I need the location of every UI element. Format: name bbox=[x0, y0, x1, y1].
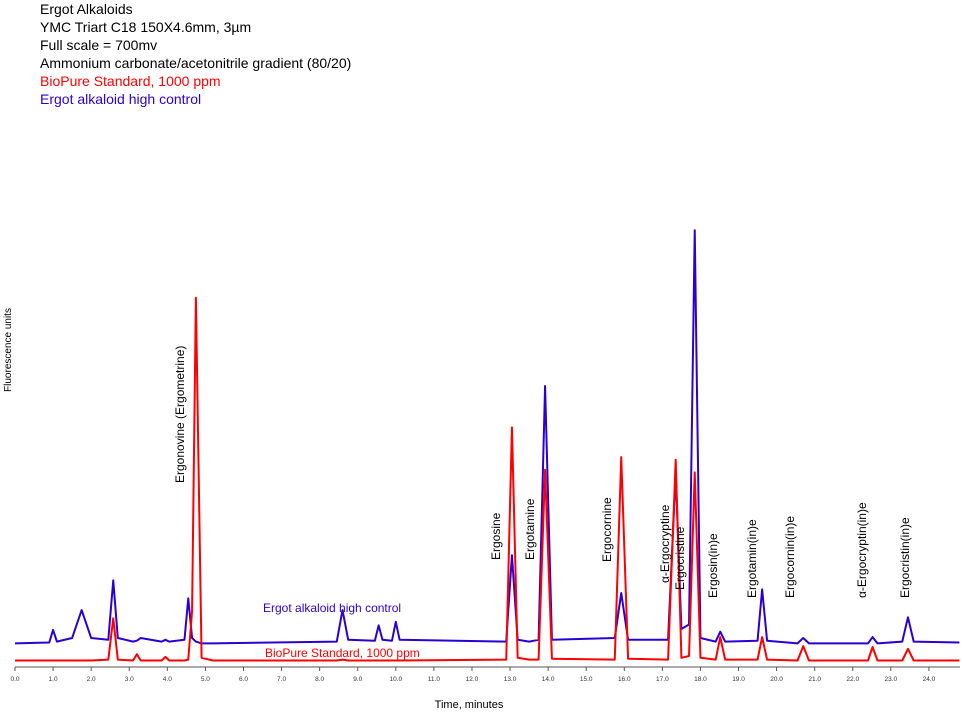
peak-label: Ergotamine bbox=[523, 498, 537, 560]
x-tick-label: 14.0 bbox=[542, 676, 555, 683]
x-tick-label: 0.0 bbox=[10, 676, 19, 683]
peak-label: Ergosin(in)e bbox=[706, 533, 720, 598]
x-tick-label: 11.0 bbox=[428, 676, 441, 683]
peak-label: Ergocristin(in)e bbox=[898, 517, 912, 598]
subtitle: Ammonium carbonate/acetonitrile gradient… bbox=[40, 55, 351, 71]
x-tick-label: 20.0 bbox=[770, 676, 783, 683]
x-tick-label: 2.0 bbox=[87, 676, 96, 683]
peak-label: Ergonovine (Ergometrine) bbox=[173, 346, 187, 483]
x-tick-label: 5.0 bbox=[201, 676, 210, 683]
legend-entry: Ergot alkaloid high control bbox=[40, 91, 201, 107]
subtitle: YMC Triart C18 150X4.6mm, 3µm bbox=[40, 19, 251, 35]
peak-label: Ergocornin(in)e bbox=[783, 516, 797, 598]
x-tick-label: 8.0 bbox=[315, 676, 324, 683]
x-tick-label: 16.0 bbox=[618, 676, 631, 683]
series-label: BioPure Standard, 1000 ppm bbox=[265, 646, 420, 660]
y-axis-label: Fluorescence units bbox=[3, 308, 14, 392]
series-label: Ergot alkaloid high control bbox=[263, 601, 401, 615]
x-tick-label: 9.0 bbox=[353, 676, 362, 683]
x-tick-label: 13.0 bbox=[504, 676, 517, 683]
legend-entry: BioPure Standard, 1000 ppm bbox=[40, 73, 221, 89]
x-tick-label: 1.0 bbox=[49, 676, 58, 683]
x-tick-label: 4.0 bbox=[163, 676, 172, 683]
x-tick-label: 24.0 bbox=[923, 676, 936, 683]
peak-label: Ergosine bbox=[489, 512, 503, 560]
x-tick-label: 22.0 bbox=[846, 676, 859, 683]
x-axis-label: Time, minutes bbox=[435, 699, 504, 711]
x-tick-label: 17.0 bbox=[656, 676, 669, 683]
peak-label: Ergocristine bbox=[673, 526, 687, 590]
series-line bbox=[15, 296, 960, 662]
x-tick-label: 15.0 bbox=[580, 676, 593, 683]
chart-title: Ergot Alkaloids bbox=[40, 1, 133, 17]
x-tick-label: 19.0 bbox=[732, 676, 745, 683]
x-tick-label: 10.0 bbox=[389, 676, 402, 683]
series-line bbox=[14, 229, 960, 645]
x-tick-label: 18.0 bbox=[694, 676, 707, 683]
subtitle: Full scale = 700mv bbox=[40, 37, 157, 53]
x-tick-label: 6.0 bbox=[239, 676, 248, 683]
peak-label: α-Ergocryptin(in)e bbox=[855, 502, 869, 598]
x-tick-label: 7.0 bbox=[277, 676, 286, 683]
peak-label: Ergocornine bbox=[600, 497, 614, 562]
x-tick-label: 21.0 bbox=[808, 676, 821, 683]
x-tick-label: 12.0 bbox=[466, 676, 479, 683]
peak-label: α-Ergocryptine bbox=[658, 504, 672, 583]
x-tick-label: 3.0 bbox=[125, 676, 134, 683]
x-tick-label: 23.0 bbox=[885, 676, 898, 683]
peak-label: Ergotamin(in)e bbox=[745, 519, 759, 598]
